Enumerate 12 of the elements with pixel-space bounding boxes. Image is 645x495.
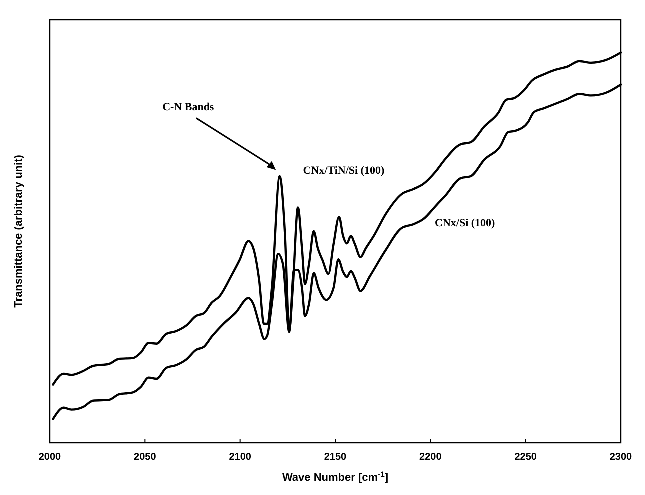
text: CNx/TiN/Si (100) [303, 165, 385, 178]
x-tick-label: 2300 [610, 452, 633, 463]
annotation: C-N Bands [162, 101, 215, 114]
x-tick-label: 2250 [514, 452, 538, 463]
y-axis-title: Transmittance (arbitrary unit) [13, 154, 25, 308]
series-label: CNx/Si (100) [435, 217, 496, 230]
x-axis-title: Wave Number [cm$^{-1}$] [282, 470, 389, 484]
x-tick-label: 2150 [324, 452, 348, 463]
x-tick-label: 2200 [420, 452, 442, 463]
x-tick-label: 2000 [38, 452, 62, 463]
x-tick-label: 2100 [229, 452, 252, 463]
x-tick-label: 2050 [134, 452, 157, 463]
